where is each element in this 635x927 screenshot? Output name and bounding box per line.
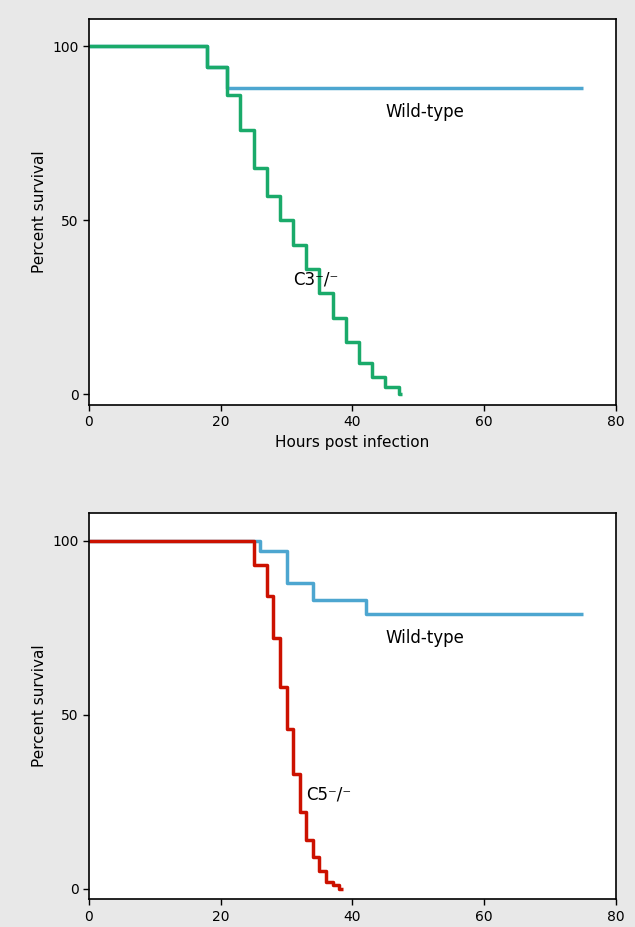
Y-axis label: Percent survival: Percent survival	[32, 150, 46, 273]
Text: Wild-type: Wild-type	[385, 629, 464, 647]
X-axis label: Hours post infection: Hours post infection	[276, 435, 429, 450]
Text: Wild-type: Wild-type	[385, 104, 464, 121]
Text: C5⁻/⁻: C5⁻/⁻	[306, 786, 351, 804]
Text: C3⁻/⁻: C3⁻/⁻	[293, 271, 338, 288]
Y-axis label: Percent survival: Percent survival	[32, 645, 46, 768]
